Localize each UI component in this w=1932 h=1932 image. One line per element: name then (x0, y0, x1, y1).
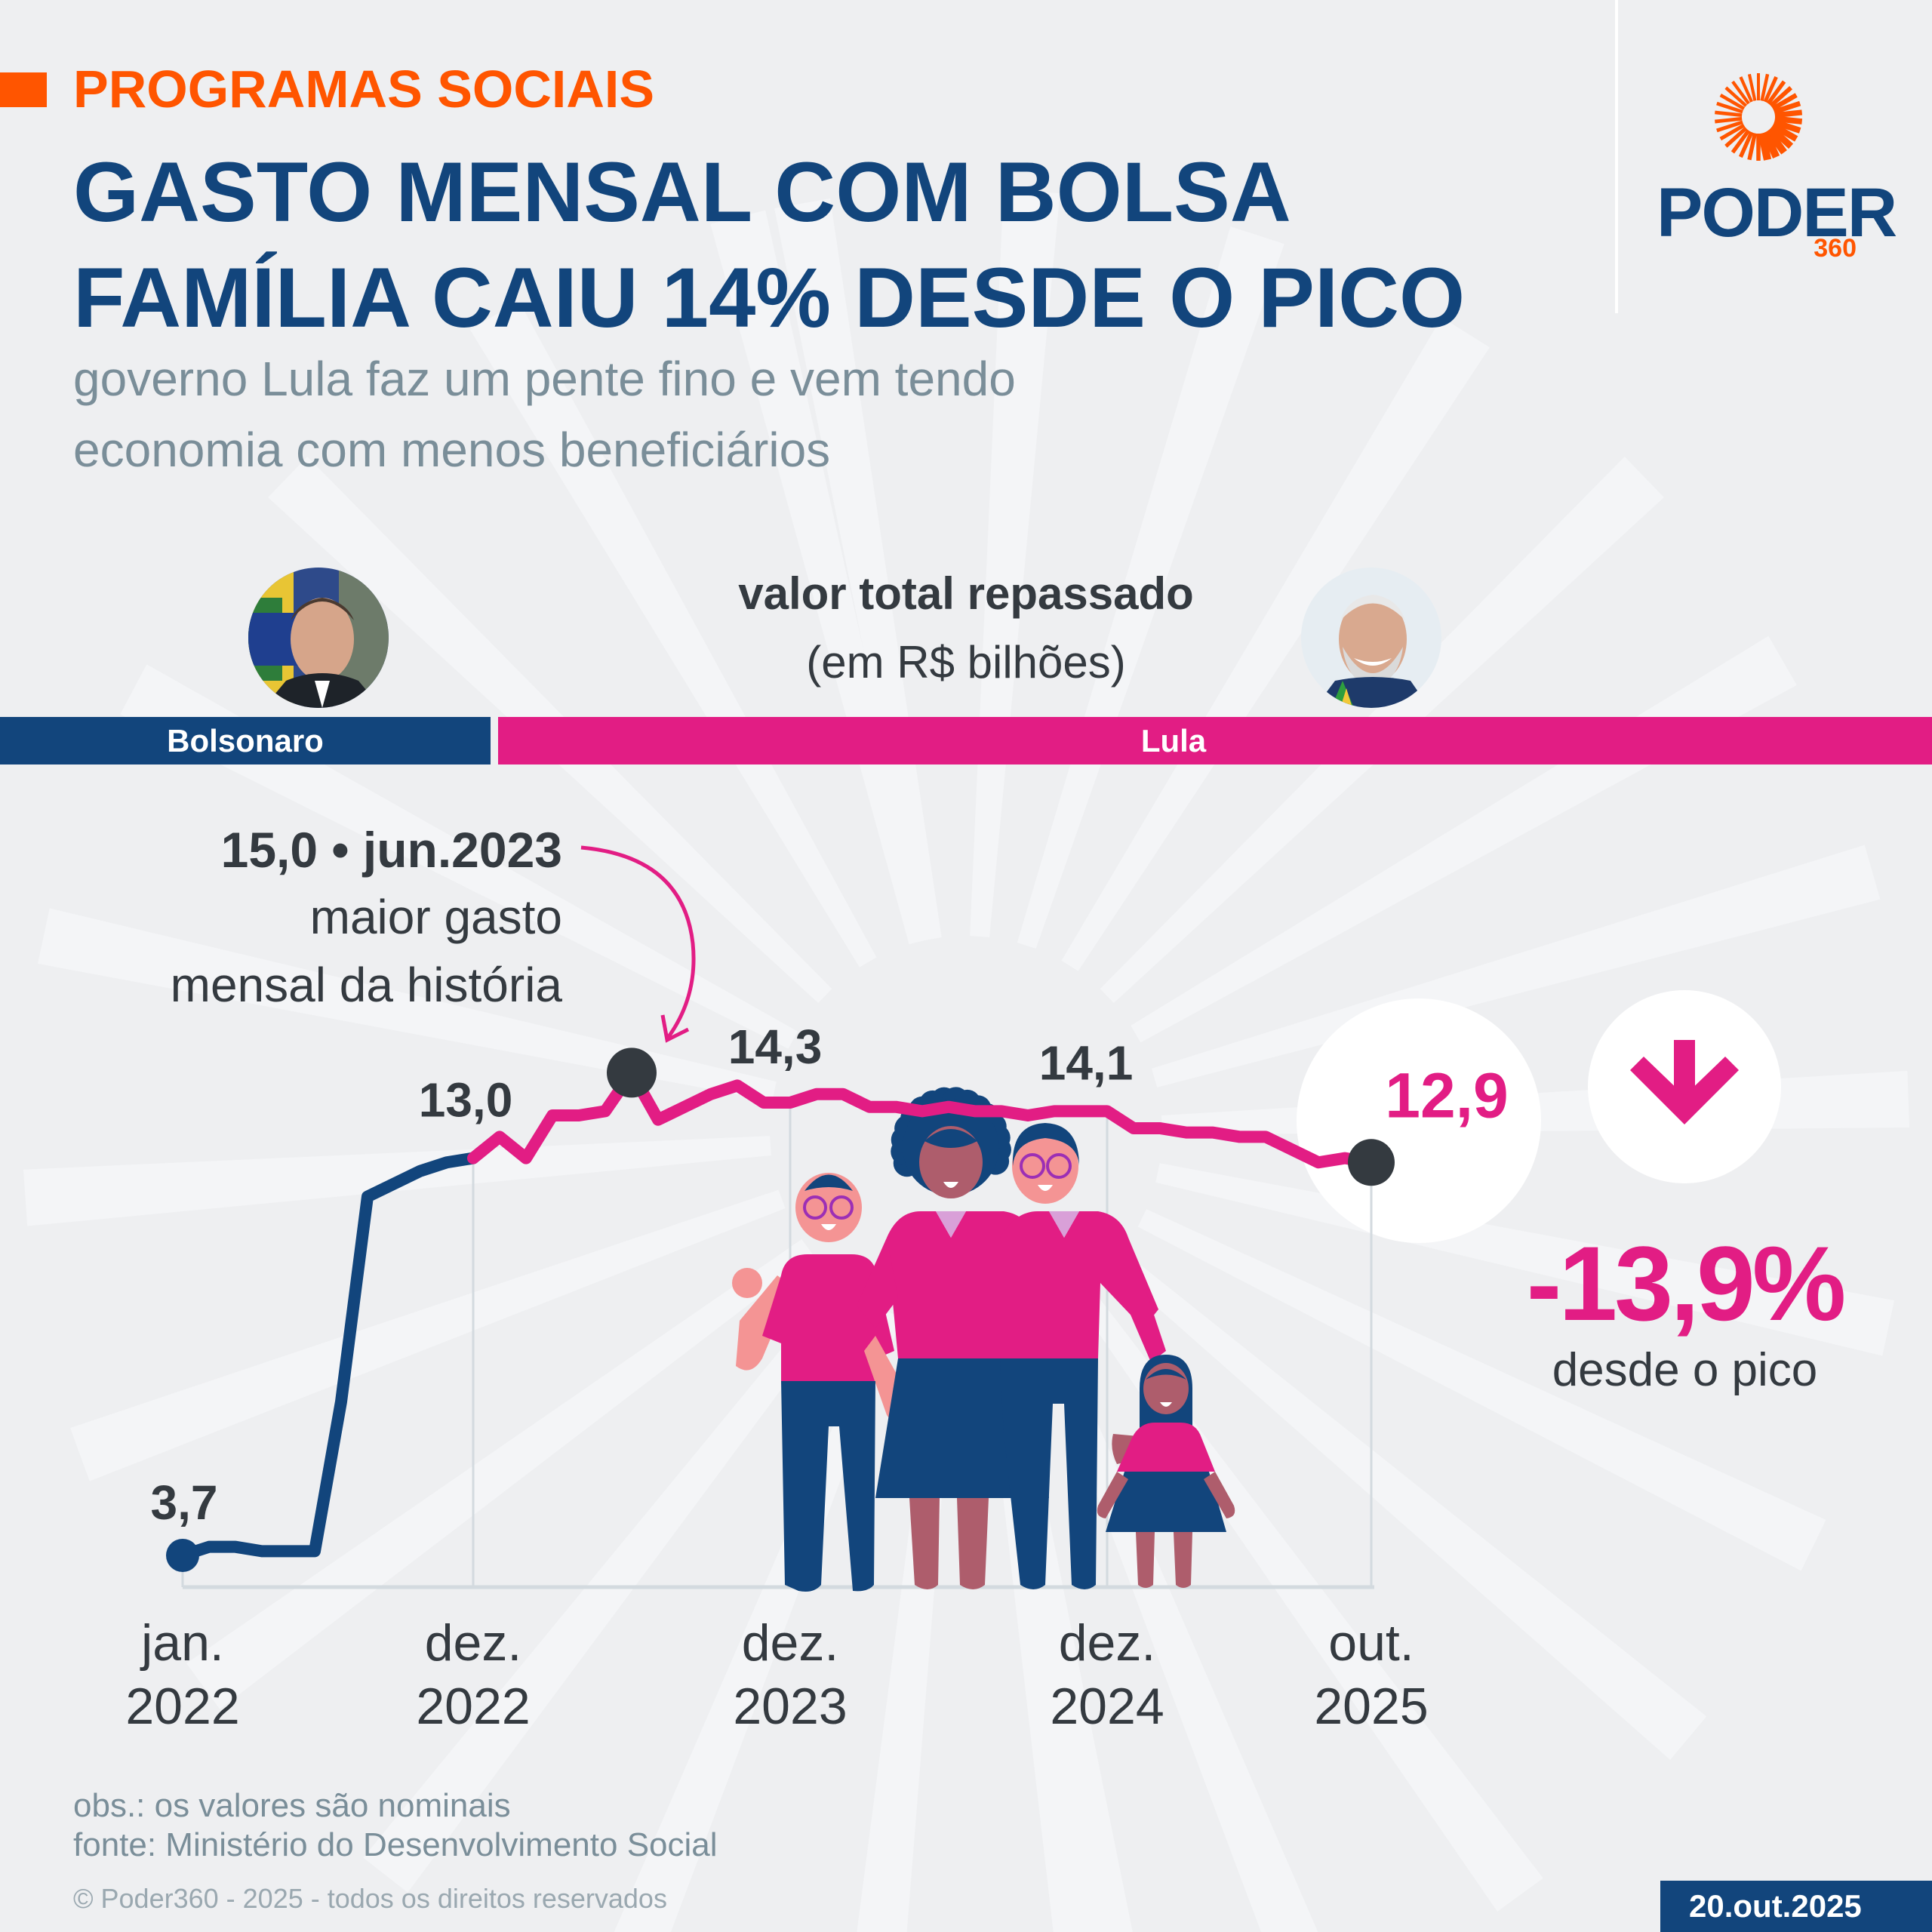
family-illustration (732, 1087, 1235, 1592)
x-label: jan. 2022 (125, 1614, 240, 1735)
peak-marker (607, 1048, 657, 1098)
peak-annotation-value: 15,0 • jun.2023 (220, 822, 562, 878)
x-label: dez. 2023 (733, 1614, 848, 1735)
chart-unit: (em R$ bilhões) (806, 637, 1126, 688)
headline-line-2: FAMÍLIA CAIU 14% DESDE O PICO (73, 251, 1466, 345)
copyright: © Poder360 - 2025 - todos os direitos re… (73, 1883, 667, 1914)
chart-title: valor total repassado (738, 568, 1194, 619)
x-label: dez. 2022 (416, 1614, 531, 1735)
poder360-logo: PODER 360 (1657, 72, 1897, 268)
value-label-dez2022: 13,0 (419, 1073, 513, 1128)
annotation-arrowhead-icon (660, 1014, 690, 1043)
logo-wordmark: PODER (1657, 174, 1897, 251)
kicker-marker (0, 72, 47, 107)
headline: GASTO MENSAL COM BOLSA FAMÍLIA CAIU 14% … (73, 140, 1465, 351)
sunburst-logo-icon (1715, 73, 1803, 161)
start-marker (166, 1539, 199, 1572)
person-girl (1097, 1355, 1235, 1588)
section-kicker: PROGRAMAS SOCIAIS (73, 60, 655, 118)
highlight-circle (1297, 998, 1541, 1243)
footnote-obs: obs.: os valores são nominais (73, 1787, 511, 1824)
value-label-end: 12,9 (1385, 1060, 1509, 1131)
peak-annotation-line-1: maior gasto (309, 890, 562, 944)
footnote-source: fonte: Ministério do Desenvolvimento Soc… (73, 1826, 718, 1863)
x-label: out. 2025 (1314, 1614, 1429, 1735)
subtitle: governo Lula faz um pente fino e vem ten… (73, 343, 1016, 485)
subtitle-line-2: economia com menos beneficiários (73, 423, 831, 477)
annotation-arrow (580, 845, 696, 1039)
publication-date: 20.out.2025 (1660, 1881, 1932, 1932)
peak-annotation-line-2: mensal da história (170, 958, 562, 1012)
change-percentage: -13,9% (1526, 1224, 1847, 1343)
value-label-dez2024: 14,1 (1039, 1035, 1134, 1090)
headline-line-1: GASTO MENSAL COM BOLSA (73, 145, 1291, 239)
value-label-start: 3,7 (151, 1475, 218, 1530)
person-boy (732, 1173, 915, 1592)
change-label: desde o pico (1552, 1344, 1818, 1396)
header-divider (1615, 0, 1618, 313)
arrow-down-icon (1630, 1040, 1739, 1124)
era-label-bolsonaro: Bolsonaro (167, 722, 324, 758)
person-man (1000, 1123, 1166, 1589)
logo-number: 360 (1814, 234, 1857, 263)
lula-portrait-icon (1301, 568, 1441, 708)
era-bar-bolsonaro: Bolsonaro (0, 717, 491, 764)
lula-photo (1301, 568, 1441, 708)
era-bar-lula: Lula (498, 717, 1932, 764)
value-label-dez2023: 14,3 (728, 1020, 823, 1074)
x-label: dez. 2024 (1050, 1614, 1164, 1735)
subtitle-line-1: governo Lula faz um pente fino e vem ten… (73, 352, 1016, 406)
end-marker (1348, 1139, 1395, 1186)
line-series-bolsonaro (177, 1152, 479, 1561)
era-label-lula: Lula (1140, 722, 1207, 758)
